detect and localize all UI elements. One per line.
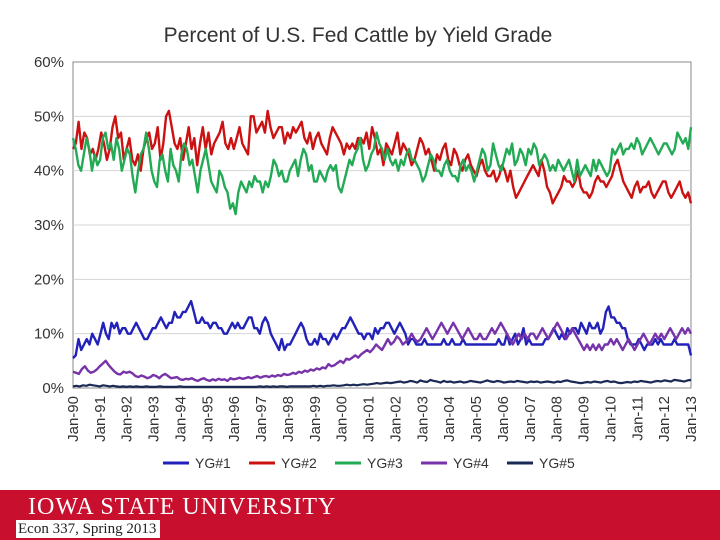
legend-label: YG#4 [453,455,489,471]
legend: YG#1 YG#2 YG#3 YG#4 YG#5 [163,455,575,471]
x-tick-label: Jan-97 [253,396,270,442]
x-tick-label: Jan-11 [629,396,646,441]
y-tick-label: 0% [42,380,64,397]
x-tick-label: Jan-00 [334,396,351,442]
legend-label: YG#5 [539,455,575,471]
x-tick-label: Jan-92 [119,396,136,442]
y-tick-label: 30% [34,217,64,234]
x-tick-label: Jan-09 [576,396,593,442]
series-line-yg3 [71,127,693,216]
x-tick-label: Jan-91 [92,396,109,442]
series-line-yg2 [71,109,693,205]
x-tick-label: Jan-13 [683,396,700,442]
x-tick-label: Jan-07 [522,396,539,442]
legend-label: YG#2 [281,455,317,471]
x-axis: Jan-90 Jan-91 Jan-92 Jan-93 Jan-94 Jan-95 Jan-… [65,396,700,442]
series-lines [71,109,693,388]
gridlines [73,115,691,335]
series-line-yg1 [72,299,693,359]
x-tick-label: Jan-04 [441,396,458,442]
x-tick-label: Jan-08 [549,396,566,442]
x-tick-label: Jan-95 [199,396,216,442]
chart-title: Percent of U.S. Fed Cattle by Yield Grad… [164,24,553,47]
x-tick-label: Jan-99 [307,396,324,442]
x-tick-label: Jan-10 [602,396,619,442]
university-logo: IOWA STATE UNIVERSITY [28,494,337,520]
x-tick-label: Jan-96 [226,396,243,442]
x-tick-label: Jan-02 [387,396,404,442]
x-tick-label: Jan-93 [146,396,163,442]
x-tick-label: Jan-90 [65,396,82,442]
y-axis: 0% 10% 20% 30% 40% 50% 60% [34,54,64,397]
footer-bar: IOWA STATE UNIVERSITY Econ 337, Spring 2… [0,490,720,540]
series-line-yg5 [72,378,692,388]
y-tick-label: 60% [34,54,64,71]
course-label: Econ 337, Spring 2013 [16,520,161,538]
x-tick-label: Jan-12 [656,396,673,442]
legend-label: YG#1 [195,455,231,471]
y-tick-label: 50% [34,108,64,125]
x-tick-label: Jan-01 [361,396,378,442]
y-tick-label: 40% [34,163,64,180]
series-line-yg4 [72,321,693,383]
y-tick-label: 10% [34,326,64,343]
x-tick-label: Jan-05 [468,396,485,442]
x-tick-label: Jan-03 [414,396,431,442]
x-tick-label: Jan-94 [172,396,189,442]
x-tick-label: Jan-06 [495,396,512,442]
legend-label: YG#3 [367,455,403,471]
chart: Percent of U.S. Fed Cattle by Yield Grad… [34,24,700,471]
x-tick-label: Jan-98 [280,396,297,442]
y-tick-label: 20% [34,271,64,288]
